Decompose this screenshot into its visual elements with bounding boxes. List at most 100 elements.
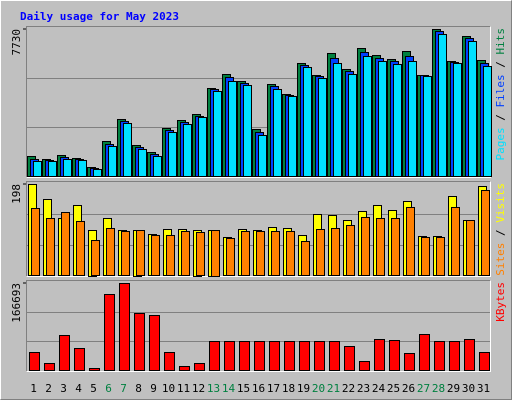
x-tick-label: 2 <box>45 382 52 395</box>
bar <box>423 76 432 177</box>
x-tick-label: 31 <box>477 382 490 395</box>
bar <box>134 313 145 371</box>
legend-entry: Hits <box>494 28 507 55</box>
bar <box>468 41 477 177</box>
x-tick-label: 25 <box>387 382 400 395</box>
bar <box>451 207 460 276</box>
bar <box>303 67 312 177</box>
x-tick-label: 17 <box>267 382 280 395</box>
legend-entry: KBytes <box>494 282 507 322</box>
bar <box>329 341 340 371</box>
bar <box>153 156 162 177</box>
bar <box>59 335 70 371</box>
bar <box>123 123 132 177</box>
bar <box>348 74 357 177</box>
bar <box>76 221 85 276</box>
bar <box>108 146 117 177</box>
legend-entry: Sites <box>494 243 507 276</box>
x-tick-label: 5 <box>90 382 97 395</box>
legend-separator: / <box>494 55 507 75</box>
bar <box>483 66 492 177</box>
x-tick-label: 20 <box>312 382 325 395</box>
bar <box>286 231 295 276</box>
bar <box>288 96 297 177</box>
panel-edge-dark <box>26 280 491 372</box>
panel-edge-dark <box>26 26 491 178</box>
x-tick-label: 23 <box>357 382 370 395</box>
bar <box>314 341 325 371</box>
bar <box>121 231 130 276</box>
bar <box>181 231 190 276</box>
bar <box>408 61 417 177</box>
x-tick-label: 22 <box>342 382 355 395</box>
bar <box>346 225 355 276</box>
x-tick-label: 12 <box>192 382 205 395</box>
bar <box>196 232 205 276</box>
bar <box>391 218 400 276</box>
legend: Pages / Files / Hits <box>494 28 507 161</box>
bar <box>273 89 282 177</box>
bar <box>241 231 250 276</box>
bar <box>149 315 160 371</box>
bar <box>213 91 222 177</box>
x-tick-label: 24 <box>372 382 386 395</box>
bar <box>299 341 310 371</box>
bar <box>91 240 100 276</box>
bar <box>48 161 57 177</box>
bar <box>301 241 310 276</box>
x-tick-label: 14 <box>222 382 236 395</box>
bar <box>449 341 460 371</box>
bar <box>211 230 220 277</box>
x-tick-label: 11 <box>177 382 190 395</box>
bar <box>224 341 235 371</box>
y-tick-label: 198 <box>10 184 23 204</box>
bar <box>198 117 207 177</box>
legend-separator: / <box>494 108 507 128</box>
x-tick-label: 8 <box>135 382 142 395</box>
x-tick-label: 30 <box>462 382 475 395</box>
bar <box>44 363 55 371</box>
legend: KBytes <box>494 282 507 322</box>
panel-edge-light <box>26 181 491 277</box>
legend-entry: Files <box>494 74 507 107</box>
bar <box>479 352 490 371</box>
bar <box>333 63 342 177</box>
bar <box>226 238 235 276</box>
x-tick-label: 6 <box>105 382 112 395</box>
bar <box>106 228 115 276</box>
x-tick-label: 19 <box>297 382 310 395</box>
bar <box>269 341 280 371</box>
legend: Sites / Visits <box>494 183 507 276</box>
chart-title: Daily usage for May 2023 <box>20 10 179 23</box>
x-tick-label: 10 <box>162 382 175 395</box>
bar <box>61 212 70 276</box>
bar <box>359 361 370 371</box>
panel-edge-dark <box>26 181 491 277</box>
bar <box>93 169 102 177</box>
bar <box>29 352 40 371</box>
bar <box>271 231 280 276</box>
x-tick-label: 15 <box>237 382 250 395</box>
bar <box>194 363 205 371</box>
bar <box>464 339 475 371</box>
x-tick-label: 16 <box>252 382 265 395</box>
y-tick-label: 166693 <box>10 283 23 323</box>
x-tick-label: 3 <box>60 382 67 395</box>
bar <box>404 353 415 371</box>
bar <box>78 160 87 177</box>
bar <box>258 135 267 177</box>
bar <box>243 85 252 177</box>
bar <box>151 235 160 276</box>
bar <box>438 34 447 177</box>
bar <box>104 294 115 371</box>
bar <box>421 237 430 276</box>
legend-entry: Visits <box>494 183 507 223</box>
bar <box>419 334 430 371</box>
x-tick-label: 29 <box>447 382 460 395</box>
bar <box>89 368 100 371</box>
bar <box>374 339 385 371</box>
bar <box>406 207 415 276</box>
x-tick-label: 21 <box>327 382 340 395</box>
x-tick-label: 9 <box>150 382 157 395</box>
